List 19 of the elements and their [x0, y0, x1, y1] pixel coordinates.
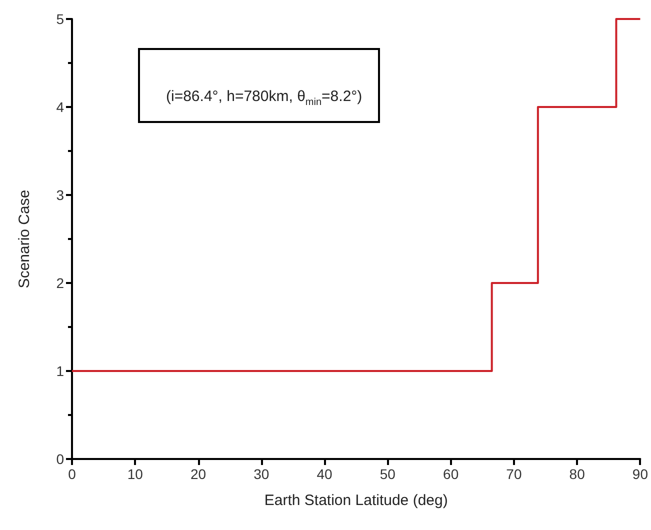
- y-tick-label: 3: [56, 187, 64, 203]
- annotation: (i=86.4°, h=780km, θ$_{min}$=8.2°): [138, 48, 380, 123]
- y-axis-title: Scenario Case: [16, 190, 33, 288]
- y-tick-label: 0: [56, 451, 64, 467]
- x-tick-label: 90: [632, 466, 648, 482]
- x-tick-label: 50: [380, 466, 396, 482]
- y-tick-label: 2: [56, 275, 64, 291]
- x-tick-label: 70: [506, 466, 522, 482]
- x-tick-label: 10: [127, 466, 144, 482]
- x-tick-label: 60: [443, 466, 459, 482]
- y-tick-label: 1: [56, 363, 64, 379]
- y-tick-label: 4: [56, 99, 64, 115]
- y-tick-label: 5: [56, 11, 64, 27]
- x-axis-title: Earth Station Latitude (deg): [264, 492, 448, 509]
- x-tick-label: 0: [68, 466, 76, 482]
- x-tick-label: 30: [254, 466, 270, 482]
- x-tick-label: 20: [190, 466, 206, 482]
- x-tick-label: 80: [569, 466, 586, 482]
- x-tick-label: 40: [316, 466, 333, 482]
